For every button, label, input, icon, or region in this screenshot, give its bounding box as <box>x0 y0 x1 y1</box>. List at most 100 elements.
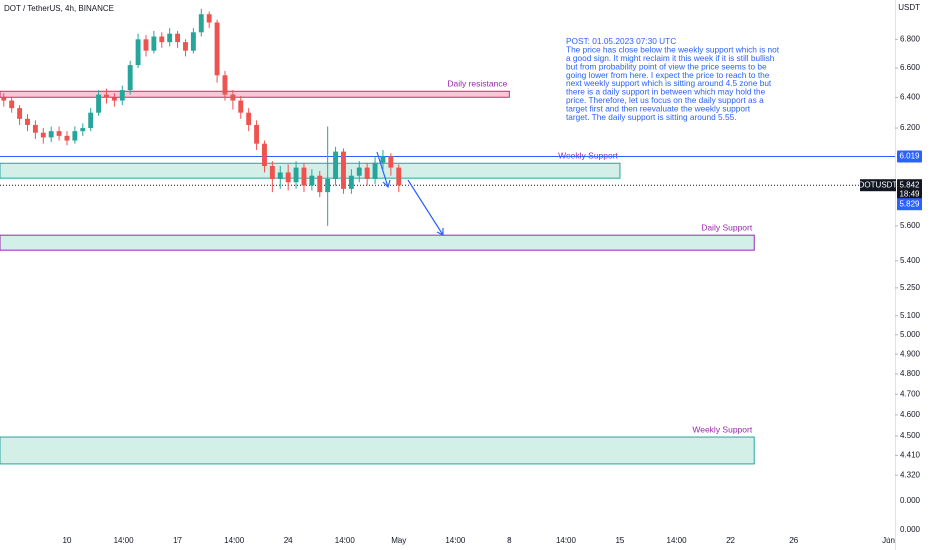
candle-body <box>183 42 188 51</box>
candle-body <box>64 135 70 141</box>
symbol-tag-label: DOTUSDT <box>859 180 898 189</box>
candle-body <box>222 75 228 95</box>
post-line: there is a daily support in between whic… <box>566 87 766 97</box>
candle-body <box>372 162 378 179</box>
candle-body <box>40 132 46 138</box>
candle-body <box>285 172 291 183</box>
candle-body <box>356 167 362 176</box>
candle-body <box>151 36 157 51</box>
candle-body <box>9 100 15 109</box>
candle-body <box>246 112 252 125</box>
y-tick-label: 0.000 <box>900 525 921 534</box>
x-tick-label: 17 <box>173 536 182 545</box>
candle-body <box>88 112 94 129</box>
candle-body <box>269 165 275 179</box>
y-tick-label: 5.100 <box>900 311 921 320</box>
candle-body <box>333 151 339 179</box>
candle-body <box>364 167 370 179</box>
x-tick-label: May <box>391 536 406 545</box>
candle-body <box>56 131 62 136</box>
price-tag-label: 6.019 <box>899 152 920 161</box>
candle-body <box>238 100 244 113</box>
y-tick-label: 6.200 <box>900 123 921 132</box>
last-price-tag <box>897 179 922 200</box>
x-tick-label: 15 <box>615 536 624 545</box>
plot: Daily resistance Weekly Support Daily Supp… <box>0 8 895 465</box>
candle-body <box>293 167 299 183</box>
candle-body <box>206 14 212 23</box>
post-line: next weekly support which is sitting aro… <box>566 78 772 88</box>
post-line: but from probability point of view the p… <box>566 61 767 71</box>
x-tick-label: 14:00 <box>224 536 245 545</box>
y-tick-label: 6.400 <box>900 93 921 102</box>
y-tick-label: 5.400 <box>900 256 921 265</box>
candle-body <box>17 108 23 119</box>
post-line: a good sign. It might reclaim it this we… <box>566 53 775 63</box>
candle-body <box>135 39 141 66</box>
post-line: POST: 01.05.2023 07:30 UTC <box>566 36 676 46</box>
post-line: price. Therefore, let us focus on the da… <box>566 95 764 105</box>
candle-body <box>48 131 54 138</box>
candle-body <box>396 167 402 186</box>
candle-body <box>72 131 78 141</box>
last-price-label: 5.842 <box>899 180 920 189</box>
zone-label: Weekly Support <box>558 151 618 161</box>
x-tick-label: 22 <box>726 536 735 545</box>
x-tick-label: 14:00 <box>445 536 466 545</box>
post-line: The price has close below the weekly sup… <box>566 45 780 55</box>
candle-body <box>1 97 7 101</box>
candle-body <box>127 65 133 91</box>
zone <box>0 234 755 251</box>
candle-body <box>341 151 346 189</box>
x-tick-label: 10 <box>63 536 72 545</box>
candle-body <box>348 175 354 189</box>
candle-body <box>254 124 260 144</box>
bid-label: 5.829 <box>899 199 920 208</box>
candle-body <box>317 175 323 193</box>
candle-body <box>230 94 236 101</box>
candle-body <box>143 39 149 51</box>
candle-body <box>175 33 181 43</box>
candle-body <box>380 156 386 163</box>
y-tick-label: 4.320 <box>900 470 921 479</box>
y-tick-label: 4.900 <box>900 349 921 358</box>
candle-body <box>277 172 283 179</box>
x-tick-label: 14:00 <box>556 536 577 545</box>
x-tick-label: 8 <box>507 536 512 545</box>
zone-label: Daily resistance <box>447 79 507 89</box>
candle-body <box>159 36 165 43</box>
post-line: going lower from here. I expect the pric… <box>566 70 770 80</box>
symbol-tag <box>860 179 896 192</box>
candle-body <box>301 167 307 186</box>
x-tick-label: Jun <box>882 536 895 545</box>
zone <box>0 436 755 465</box>
currency-label: USDT <box>898 3 920 12</box>
zone <box>0 90 510 98</box>
arrow <box>376 151 391 189</box>
y-tick-label: 0.000 <box>900 496 921 505</box>
y-tick-label: 4.700 <box>900 389 921 398</box>
x-tick-label: 14:00 <box>667 536 688 545</box>
y-tick-label: 5.000 <box>900 330 921 339</box>
candle-body <box>198 14 204 33</box>
y-tick-label: 4.500 <box>900 431 921 440</box>
x-tick-label: 14:00 <box>114 536 135 545</box>
arrows <box>376 151 444 236</box>
chart-title: DOT / TetherUS, 4h, BINANCE <box>4 4 114 13</box>
y-tick-label: 4.410 <box>900 450 921 459</box>
candle-body <box>96 94 102 113</box>
candle-body <box>104 94 109 98</box>
countdown-label: 18:49 <box>899 189 920 198</box>
post-line: target first and then reevaluate the wee… <box>566 103 751 113</box>
zone-label: Daily Support <box>701 222 753 232</box>
candle-body <box>262 143 267 166</box>
y-tick-label: 5.600 <box>900 221 921 230</box>
candle-body <box>388 156 394 168</box>
y-tick-label: 4.800 <box>900 369 921 378</box>
post-line: target. The daily support is sitting aro… <box>566 112 737 122</box>
x-tick-label: 26 <box>789 536 798 545</box>
candle-body <box>167 33 173 43</box>
candle-body <box>190 32 196 51</box>
candle-body <box>325 178 331 193</box>
